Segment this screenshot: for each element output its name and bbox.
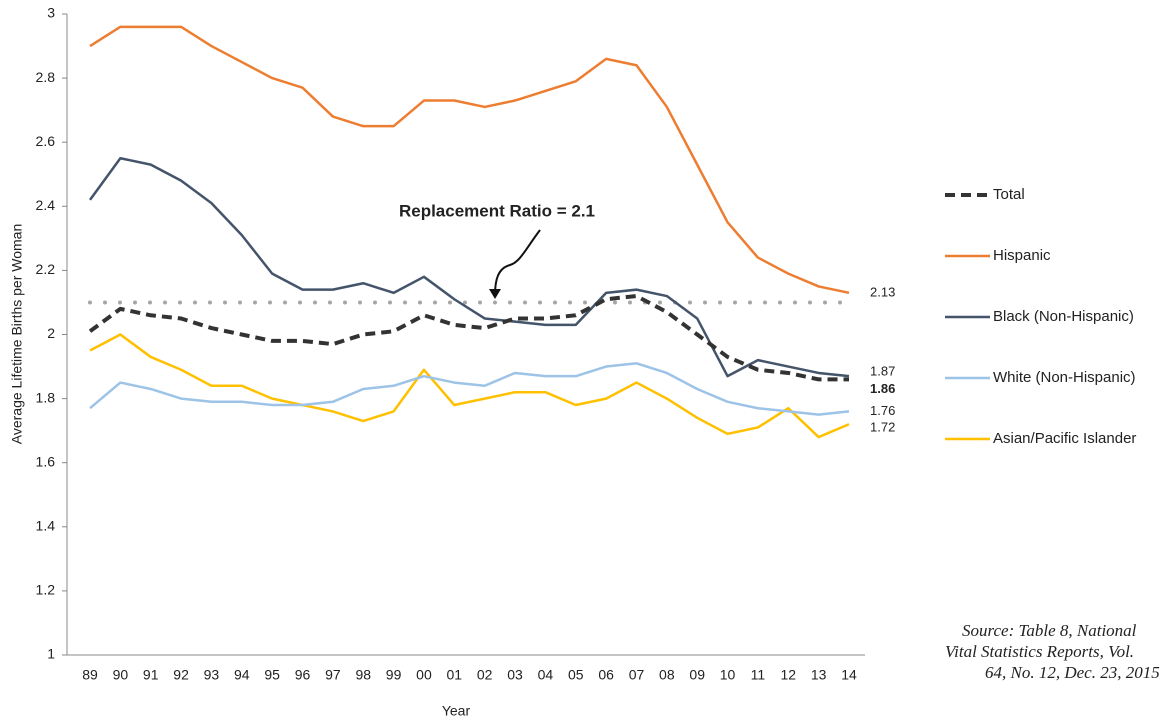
y-tick-label: 2.6 bbox=[36, 133, 56, 149]
x-tick-label: 05 bbox=[568, 667, 584, 683]
legend-label: Hispanic bbox=[993, 247, 1051, 264]
legend-label: Asian/Pacific Islander bbox=[993, 430, 1136, 447]
annotation-arrowhead bbox=[489, 289, 501, 299]
x-tick-label: 98 bbox=[355, 667, 371, 683]
x-tick-label: 92 bbox=[173, 667, 189, 683]
x-tick-label: 04 bbox=[538, 667, 554, 683]
annotation-arrow bbox=[494, 229, 541, 296]
x-tick-label: 00 bbox=[416, 667, 432, 683]
x-tick-label: 10 bbox=[720, 667, 736, 683]
end-label: 1.76 bbox=[870, 403, 895, 418]
series-line bbox=[89, 25, 850, 295]
x-tick-label: 14 bbox=[841, 667, 857, 683]
end-label: 2.13 bbox=[870, 284, 895, 299]
x-tick-label: 99 bbox=[386, 667, 402, 683]
legend-label: Black (Non-Hispanic) bbox=[993, 308, 1134, 325]
x-tick-label: 89 bbox=[82, 667, 98, 683]
x-tick-label: 96 bbox=[295, 667, 311, 683]
series-line bbox=[88, 156, 850, 378]
x-tick-label: 02 bbox=[477, 667, 493, 683]
y-tick-label: 2.2 bbox=[36, 261, 56, 277]
x-tick-label: 08 bbox=[659, 667, 675, 683]
x-tick-label: 90 bbox=[113, 667, 129, 683]
y-tick-label: 1.8 bbox=[36, 389, 56, 405]
x-tick-label: 93 bbox=[204, 667, 220, 683]
end-label: 1.72 bbox=[870, 420, 895, 435]
x-axis-label: Year bbox=[442, 703, 471, 719]
x-tick-label: 03 bbox=[507, 667, 523, 683]
y-tick-label: 3 bbox=[47, 5, 55, 21]
y-tick-label: 1 bbox=[47, 646, 55, 662]
y-tick-label: 1.2 bbox=[36, 582, 56, 598]
y-tick-label: 2.8 bbox=[36, 69, 56, 85]
series-line bbox=[88, 294, 849, 382]
x-tick-label: 95 bbox=[264, 667, 280, 683]
x-tick-label: 07 bbox=[629, 667, 645, 683]
x-tick-label: 91 bbox=[143, 667, 159, 683]
y-tick-label: 1.6 bbox=[36, 453, 56, 469]
annotation: Replacement Ratio = 2.1 bbox=[399, 201, 595, 220]
source-line: Source: Table 8, National bbox=[962, 621, 1137, 640]
x-tick-label: 12 bbox=[780, 667, 796, 683]
x-tick-label: 06 bbox=[598, 667, 614, 683]
end-label: 1.87 bbox=[870, 364, 895, 379]
x-tick-label: 01 bbox=[447, 667, 463, 683]
end-label: 1.86 bbox=[870, 381, 895, 396]
source-line: Vital Statistics Reports, Vol. bbox=[945, 642, 1134, 661]
x-tick-label: 97 bbox=[325, 667, 341, 683]
series-line bbox=[89, 362, 850, 416]
y-axis-label: Average Lifetime Births per Woman bbox=[9, 224, 25, 444]
y-tick-label: 2.4 bbox=[36, 197, 56, 213]
source-line: 64, No. 12, Dec. 23, 2015 bbox=[985, 663, 1160, 682]
x-tick-label: 09 bbox=[689, 667, 705, 683]
y-tick-label: 2 bbox=[47, 325, 55, 341]
x-tick-label: 13 bbox=[811, 667, 827, 683]
series-line bbox=[89, 333, 850, 439]
y-tick-label: 1.4 bbox=[36, 518, 56, 534]
legend-label: Total bbox=[993, 186, 1025, 203]
x-tick-label: 11 bbox=[751, 667, 766, 683]
x-tick-label: 94 bbox=[234, 667, 250, 683]
legend-label: White (Non-Hispanic) bbox=[993, 369, 1136, 386]
